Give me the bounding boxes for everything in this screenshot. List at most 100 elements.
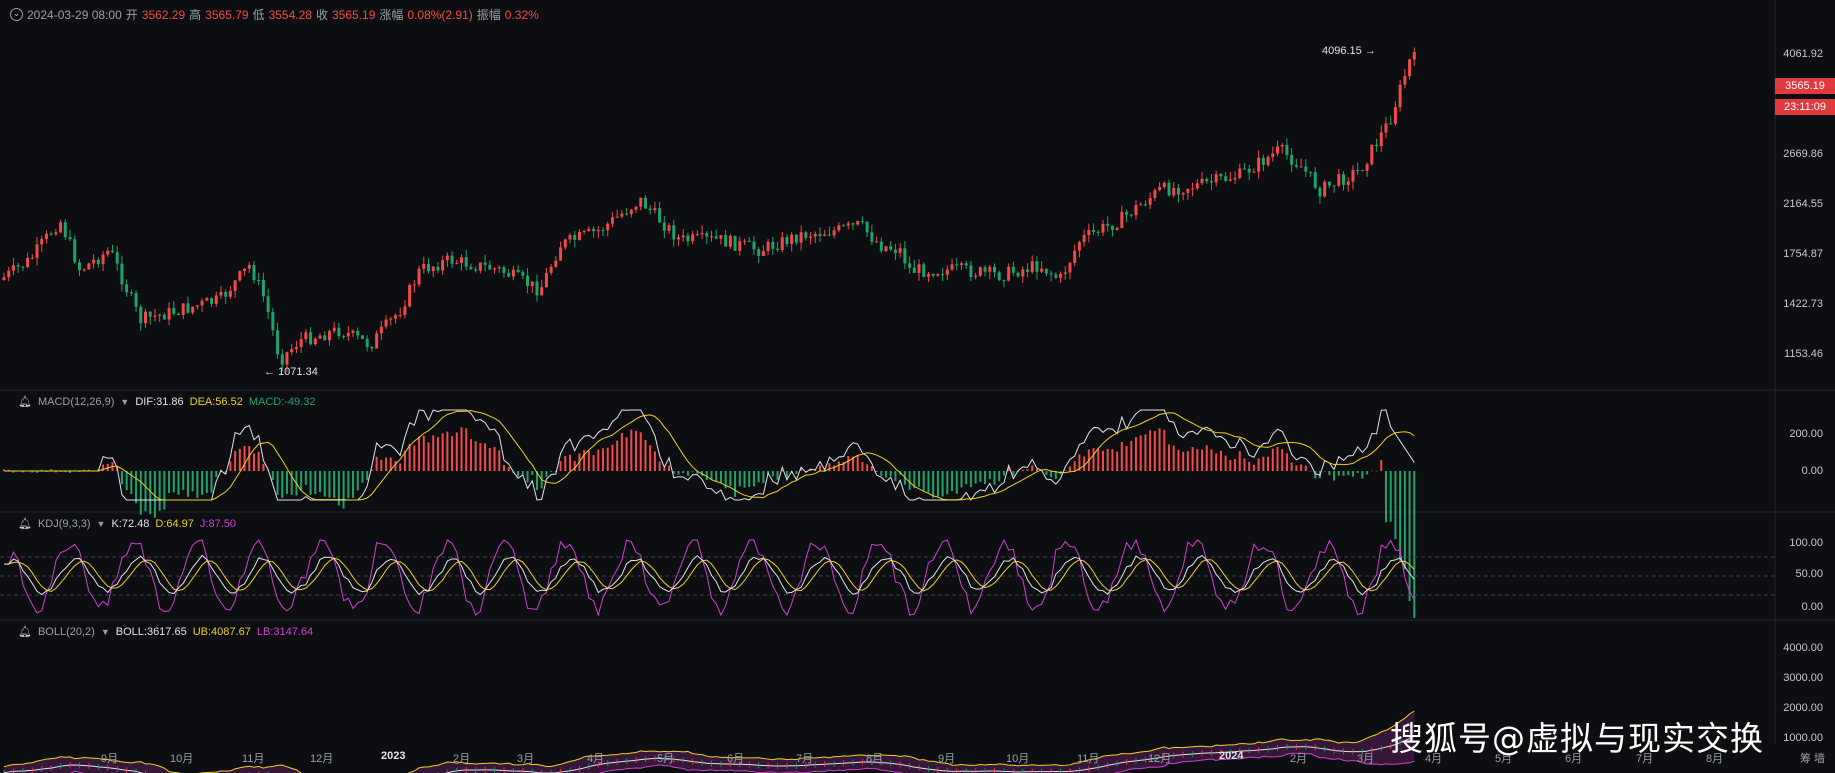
macd-bar (196, 471, 199, 499)
candle-body (96, 259, 100, 265)
macd-bar (1163, 429, 1166, 471)
macd-bar (965, 471, 968, 485)
price-axis-tick: 1754.87 (1783, 248, 1823, 260)
macd-bar (1064, 470, 1067, 471)
time-axis-label: 12月 (1148, 753, 1172, 765)
candle-body (1209, 181, 1213, 183)
macd-bar (333, 471, 336, 498)
macd-bar (290, 471, 293, 495)
macd-panel (3, 409, 1416, 618)
candle-body (1162, 182, 1166, 187)
collapse-icon[interactable]: ⌄ (10, 8, 23, 21)
boll-ub-line (3, 710, 1415, 773)
candle-body (903, 248, 907, 264)
candle-body (214, 295, 218, 304)
time-axis-label: 9月 (101, 753, 119, 765)
bell-icon[interactable]: 🔔︎ (18, 396, 32, 408)
macd-bar (1168, 444, 1171, 471)
candle-body (365, 338, 369, 347)
candle-body (606, 223, 610, 231)
macd-bar (120, 471, 123, 485)
candle-body (860, 221, 864, 223)
time-axis-label: 5月 (1495, 753, 1513, 765)
macd-bar (418, 436, 421, 471)
macd-bar (271, 471, 274, 481)
time-axis-label: 4月 (587, 753, 605, 765)
candle-body (530, 281, 534, 287)
kdj-d-line (3, 557, 1415, 592)
macd-bar (149, 471, 152, 515)
bell-icon[interactable]: 🔔︎ (18, 626, 32, 638)
bell-icon[interactable]: 🔔︎ (18, 518, 32, 530)
candle-body (549, 266, 553, 273)
candle-body (469, 266, 473, 270)
candle-body (1384, 123, 1388, 133)
macd-bar (885, 471, 888, 478)
macd-bar (389, 457, 392, 471)
candle-body (710, 236, 713, 238)
time-axis-label: 6月 (727, 753, 745, 765)
candle-body (1356, 170, 1360, 172)
macd-bar (913, 471, 916, 489)
corner-labels[interactable]: 筹 墙 (1799, 753, 1825, 765)
candle-body (389, 318, 393, 320)
dropdown-caret-icon[interactable]: ▼ (100, 626, 110, 637)
candle-body (384, 319, 388, 327)
low-annotation: ← 1071.34 (264, 366, 318, 378)
candle-body (681, 235, 685, 238)
low-value: 3554.28 (268, 7, 312, 22)
macd-bar (1078, 454, 1081, 471)
candle-body (809, 236, 813, 238)
macd-bar (918, 471, 921, 487)
candle-body (1346, 181, 1350, 185)
amplitude-value: 0.32% (504, 7, 539, 22)
candle-body (497, 267, 501, 269)
macd-bar (257, 451, 260, 471)
macd-bar (507, 467, 510, 471)
kdj-axis-tick: 50.00 (1795, 568, 1823, 580)
candle-body (790, 234, 794, 245)
kdj-legend[interactable]: 🔔︎ KDJ(9,3,3) ▼ K:72.48 D:64.97 J:87.50 (18, 517, 237, 531)
macd-bar (144, 471, 147, 512)
candle-body (1181, 192, 1185, 195)
macd-bar (1276, 446, 1279, 471)
macd-bar (852, 456, 854, 471)
candle-body (1370, 144, 1374, 165)
candle-body (474, 269, 478, 271)
macd-bar (809, 468, 812, 471)
macd-bar (153, 471, 156, 518)
macd-legend[interactable]: 🔔︎ MACD(12,26,9) ▼ DIF:31.86 DEA:56.52 M… (18, 395, 316, 409)
candle-body (120, 263, 124, 285)
candle-body (1172, 187, 1176, 196)
candle-body (1007, 266, 1011, 281)
candle-body (243, 268, 247, 272)
macd-bar (1191, 447, 1194, 471)
macd-bar (1215, 453, 1218, 471)
macd-bar (752, 471, 755, 487)
macd-bar (979, 471, 982, 482)
candle-body (898, 248, 902, 253)
macd-bar (502, 465, 505, 471)
macd-bar (12, 471, 15, 473)
macd-bar (1408, 471, 1411, 602)
candle-body (125, 284, 129, 293)
macd-bar (319, 471, 322, 493)
dropdown-caret-icon[interactable]: ▼ (120, 396, 130, 407)
dropdown-caret-icon[interactable]: ▼ (96, 518, 106, 529)
candle-body (1408, 59, 1412, 77)
candle-body (261, 279, 265, 297)
macd-bar (451, 436, 454, 471)
macd-bar (479, 443, 482, 471)
candle-body (87, 263, 91, 270)
macd-bar (1201, 449, 1204, 471)
macd-bar (715, 471, 718, 482)
boll-legend[interactable]: 🔔︎ BOLL(20,2) ▼ BOLL:3617.65 UB:4087.67 … (18, 625, 314, 639)
candle-body (592, 228, 596, 232)
macd-bar (1380, 460, 1383, 471)
macd-bar (644, 440, 647, 471)
macd-bar (606, 447, 609, 471)
candle-body (134, 293, 138, 307)
candle-body (478, 262, 482, 271)
candle-body (44, 233, 48, 240)
